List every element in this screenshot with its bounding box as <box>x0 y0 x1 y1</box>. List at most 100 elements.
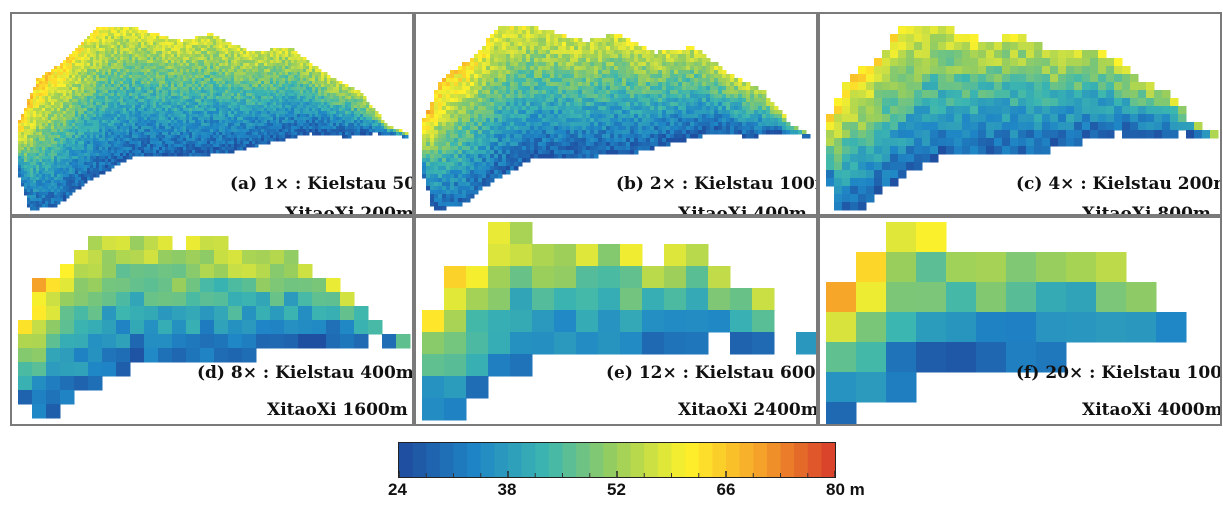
map-cell <box>60 189 64 193</box>
map-cell <box>57 141 61 145</box>
map-cell <box>210 111 214 115</box>
map-cell <box>327 129 331 133</box>
map-cell <box>36 117 40 121</box>
map-cell <box>372 114 376 118</box>
map-cell <box>129 30 133 34</box>
map-cell <box>30 189 34 193</box>
map-cell <box>111 42 115 46</box>
map-cell <box>144 96 148 100</box>
map-cell <box>189 111 193 115</box>
map-cell <box>111 63 115 67</box>
map-cell <box>72 51 76 55</box>
map-cell <box>33 111 37 115</box>
map-cell <box>93 135 97 139</box>
map-cell <box>303 120 307 124</box>
map-cell <box>222 78 226 82</box>
map-cell <box>207 135 211 139</box>
map-cell <box>702 70 707 75</box>
map-cell <box>458 78 463 83</box>
map-cell <box>291 54 295 58</box>
map-cell <box>75 156 79 160</box>
map-cell <box>255 141 259 145</box>
map-cell <box>63 195 67 199</box>
map-cell <box>117 153 121 157</box>
map-cell <box>348 99 352 103</box>
map-cell <box>192 141 196 145</box>
map-cell <box>300 75 304 79</box>
map-cell <box>171 66 175 70</box>
map-cell <box>237 117 241 121</box>
map-cell <box>318 111 322 115</box>
map-cell <box>339 87 343 91</box>
map-cell <box>165 138 169 142</box>
map-cell <box>30 102 34 106</box>
map-cell <box>87 63 91 67</box>
map-cell <box>387 129 391 133</box>
map-cell <box>375 123 379 127</box>
map-cell <box>618 42 623 47</box>
map-cell <box>210 117 214 121</box>
map-cell <box>120 105 124 109</box>
map-cell <box>357 93 361 97</box>
map-cell <box>222 105 226 109</box>
map-cell <box>327 120 331 124</box>
map-cell <box>24 162 28 166</box>
map-cell <box>72 156 76 160</box>
map-cell <box>225 135 229 139</box>
map-cell <box>546 54 551 59</box>
map-cell <box>234 60 238 64</box>
map-cell <box>75 111 79 115</box>
map-cell <box>39 198 43 202</box>
map-cell <box>267 111 271 115</box>
map-cell <box>210 105 214 109</box>
map-cell <box>670 54 675 59</box>
map-cell <box>72 111 76 115</box>
map-cell <box>602 82 607 87</box>
map-cell <box>51 132 55 136</box>
map-cell <box>360 129 364 133</box>
map-cell <box>213 45 217 49</box>
map-cell <box>150 75 154 79</box>
map-cell <box>102 39 106 43</box>
map-cell <box>63 144 67 148</box>
map-cell <box>105 90 109 94</box>
map-cell <box>249 141 253 145</box>
map-cell <box>626 58 631 63</box>
map-cell <box>336 93 340 97</box>
map-cell <box>490 62 495 67</box>
map-cell <box>168 45 172 49</box>
map-cell <box>351 123 355 127</box>
map-cell <box>207 150 211 154</box>
map-cell <box>288 90 292 94</box>
map-cell <box>90 102 94 106</box>
map-cell <box>626 42 631 47</box>
map-cell <box>213 48 217 52</box>
map-cell <box>165 69 169 73</box>
map-cell <box>51 117 55 121</box>
map-cell <box>258 138 262 142</box>
map-cell <box>249 81 253 85</box>
map-cell <box>646 58 651 63</box>
map-cell <box>105 162 109 166</box>
map-cell <box>24 147 28 151</box>
map-cell <box>261 108 265 112</box>
map-cell <box>150 42 154 46</box>
map-cell <box>183 63 187 67</box>
map-cell <box>234 129 238 133</box>
map-cell <box>288 105 292 109</box>
map-cell <box>99 33 103 37</box>
map-cell <box>261 78 265 82</box>
map-cell <box>66 87 70 91</box>
map-cell <box>54 96 58 100</box>
map-cell <box>69 84 73 88</box>
map-cell <box>626 66 631 71</box>
map-cell <box>171 114 175 118</box>
map-cell <box>129 138 133 142</box>
map-cell <box>306 69 310 73</box>
map-cell <box>66 60 70 64</box>
map-cell <box>598 62 603 67</box>
map-cell <box>285 129 289 133</box>
map-cell <box>90 36 94 40</box>
map-cell <box>204 117 208 121</box>
map-cell <box>550 42 555 47</box>
